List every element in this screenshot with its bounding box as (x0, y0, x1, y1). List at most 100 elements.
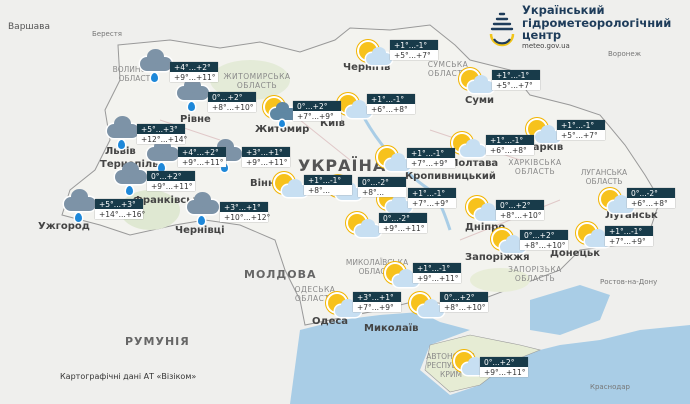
night-temperature: +1°...-1° (486, 135, 534, 145)
day-temperature: +5°...+7° (492, 80, 540, 90)
logo-line-2: гідрометеорологічний (522, 15, 672, 30)
azov-sea (530, 285, 610, 335)
forecast-label-frankivsk: 0°...+2° +9°...+11° (147, 171, 195, 191)
sun-cloud-icon (450, 132, 486, 162)
city-odesa: Одеса (312, 316, 349, 327)
city-luhansk: Луганськ (605, 210, 658, 221)
sun-cloud-icon (465, 196, 501, 226)
rain-cloud-icon (138, 49, 174, 83)
night-temperature: +1°...-1° (557, 120, 605, 130)
city-kyiv: Київ (320, 118, 345, 129)
place-warsaw: Варшава (8, 22, 50, 32)
night-temperature: +1°...-1° (408, 188, 456, 198)
city-zaporizhzhia: Запоріжжя (465, 252, 530, 263)
logo-title: Український гідрометеорологічний центр (522, 4, 671, 42)
day-temperature: +9°...+11° (170, 72, 218, 82)
sun-cloud-icon (356, 40, 392, 70)
day-temperature: +8°...+10° (208, 102, 256, 112)
forecast-label-kropyvnytskyi: 0°...-2° +9°...+11° (379, 213, 427, 233)
sun-cloud-icon (458, 68, 494, 98)
city-chernivtsi: Чернівці (175, 225, 225, 236)
night-temperature: 0°...+2° (208, 92, 256, 102)
day-temperature: +12°...+14° (137, 134, 187, 144)
night-temperature: +3°...+1° (220, 202, 268, 212)
city-sumy: Суми (465, 95, 495, 106)
rain-cloud-icon (185, 192, 221, 226)
region-zhytomyr: ЖИТОМИРСЬКА ОБЛАСТЬ (223, 72, 291, 90)
forecast-label-poltava-west: +1°...-1° +7°...+9° (407, 148, 455, 168)
forecast-label-khmelnytskyi: +3°...+1° +9°...+11° (242, 147, 290, 167)
day-temperature: +6°...+8° (367, 104, 415, 114)
forecast-label-cherkasy: 0°...-2° +8°... (358, 177, 406, 197)
sun-cloud-icon (408, 292, 444, 322)
forecast-label-rivne: 0°...+2° +8°...+10° (208, 92, 256, 112)
day-temperature: +9°...+11° (413, 273, 461, 283)
forecast-label-center: +1°...-1° +7°...+9° (408, 188, 456, 208)
forecast-label-kharkiv: +1°...-1° +5°...+7° (557, 120, 605, 140)
night-temperature: 0°...-2° (379, 213, 427, 223)
night-temperature: +5°...+3° (137, 124, 185, 134)
city-zhytomyr: Житомир (255, 124, 310, 135)
place-voronezh: Воронеж (608, 50, 642, 58)
night-temperature: +1°...-1° (605, 226, 653, 236)
night-temperature: +3°...+1° (242, 147, 290, 157)
sun-cloud-icon (375, 146, 411, 176)
logo-line-1: Український (522, 3, 605, 17)
forecast-label-sumy: +1°...-1° +5°...+7° (492, 70, 540, 90)
city-chernihiv: Чернігів (343, 62, 391, 73)
forecast-label-vinnytsia: +1°...-1° +8°... (304, 175, 352, 195)
forecast-label-mykolaiv: +1°...-1° +9°...+11° (413, 263, 461, 283)
rain-cloud-icon (62, 189, 98, 223)
night-temperature: +1°...-1° (390, 40, 438, 50)
forecast-label-crimea: 0°...+2° +9°...+11° (480, 357, 528, 377)
day-temperature: +8°... (358, 187, 406, 197)
night-temperature: +1°...-1° (492, 70, 540, 80)
forecast-label-luhansk: 0°...-2° +6°...+8° (627, 188, 675, 208)
night-temperature: 0°...+2° (147, 171, 195, 181)
day-temperature: +7°...+9° (407, 158, 455, 168)
sun-cloud-icon (325, 292, 361, 322)
city-mykolaiv: Миколаїв (364, 323, 419, 334)
night-temperature: 0°...-2° (627, 188, 675, 198)
night-temperature: +1°...-1° (367, 94, 415, 104)
day-temperature: +6°...+8° (486, 145, 534, 155)
rain-cloud-icon (113, 162, 149, 196)
logo-url[interactable]: meteo.gov.ua (522, 42, 570, 50)
night-temperature: 0°...+2° (496, 200, 544, 210)
forecast-label-chernivtsi: +3°...+1° +10°...+12° (220, 202, 270, 222)
region-kharkiv: ХАРКІВСЬКА ОБЛАСТЬ (508, 158, 562, 176)
night-temperature: 0°...+2° (480, 357, 528, 367)
city-vinnytsia: Вінниця (250, 178, 296, 189)
ukrhydromet-logo (489, 12, 515, 47)
sun-cloud-icon (575, 222, 611, 252)
night-temperature: +1°...-1° (413, 263, 461, 273)
forecast-label-uzhhorod: +5°...+3° +14°...+16° (95, 199, 145, 219)
day-temperature: +9°...+11° (147, 181, 195, 191)
forecast-label-poltava: +1°...-1° +6°...+8° (486, 135, 534, 155)
night-temperature: +5°...+3° (95, 199, 143, 209)
country-ukraine: УКРАЇНА (298, 156, 387, 175)
rain-cloud-icon (145, 139, 181, 173)
day-temperature: +6°...+8° (627, 198, 675, 208)
day-temperature: +9°...+11° (480, 367, 528, 377)
day-temperature: +7°...+9° (605, 236, 653, 246)
place-brest: Берестя (92, 30, 122, 38)
night-temperature: +1°...-1° (304, 175, 352, 185)
city-dnipro: Дніпро (465, 222, 506, 233)
region-crimea: АВТОНОМНА РЕСПУБЛІКА КРИМ (426, 352, 476, 379)
night-temperature: 0°...+2° (520, 230, 568, 240)
day-temperature: +7°...+9° (293, 111, 341, 121)
day-temperature: +8°...+10° (520, 240, 568, 250)
day-temperature: +9°...+11° (379, 223, 427, 233)
sun-cloud-icon (490, 228, 526, 258)
forecast-label-zaporizhzhia: 0°...+2° +8°...+10° (520, 230, 568, 250)
dnipro-river (358, 109, 452, 231)
country-romania: РУМУНІЯ (125, 335, 190, 348)
region-volyn: ВОЛИНСЬКА ОБЛАСТЬ (112, 65, 162, 83)
night-temperature: +1°...-1° (407, 148, 455, 158)
city-uzhhorod: Ужгород (38, 221, 90, 232)
day-temperature: +9°...+11° (178, 157, 226, 167)
sun-cloud-icon (336, 93, 372, 123)
night-temperature: 0°...+2° (293, 101, 341, 111)
day-temperature: +10°...+12° (220, 212, 270, 222)
